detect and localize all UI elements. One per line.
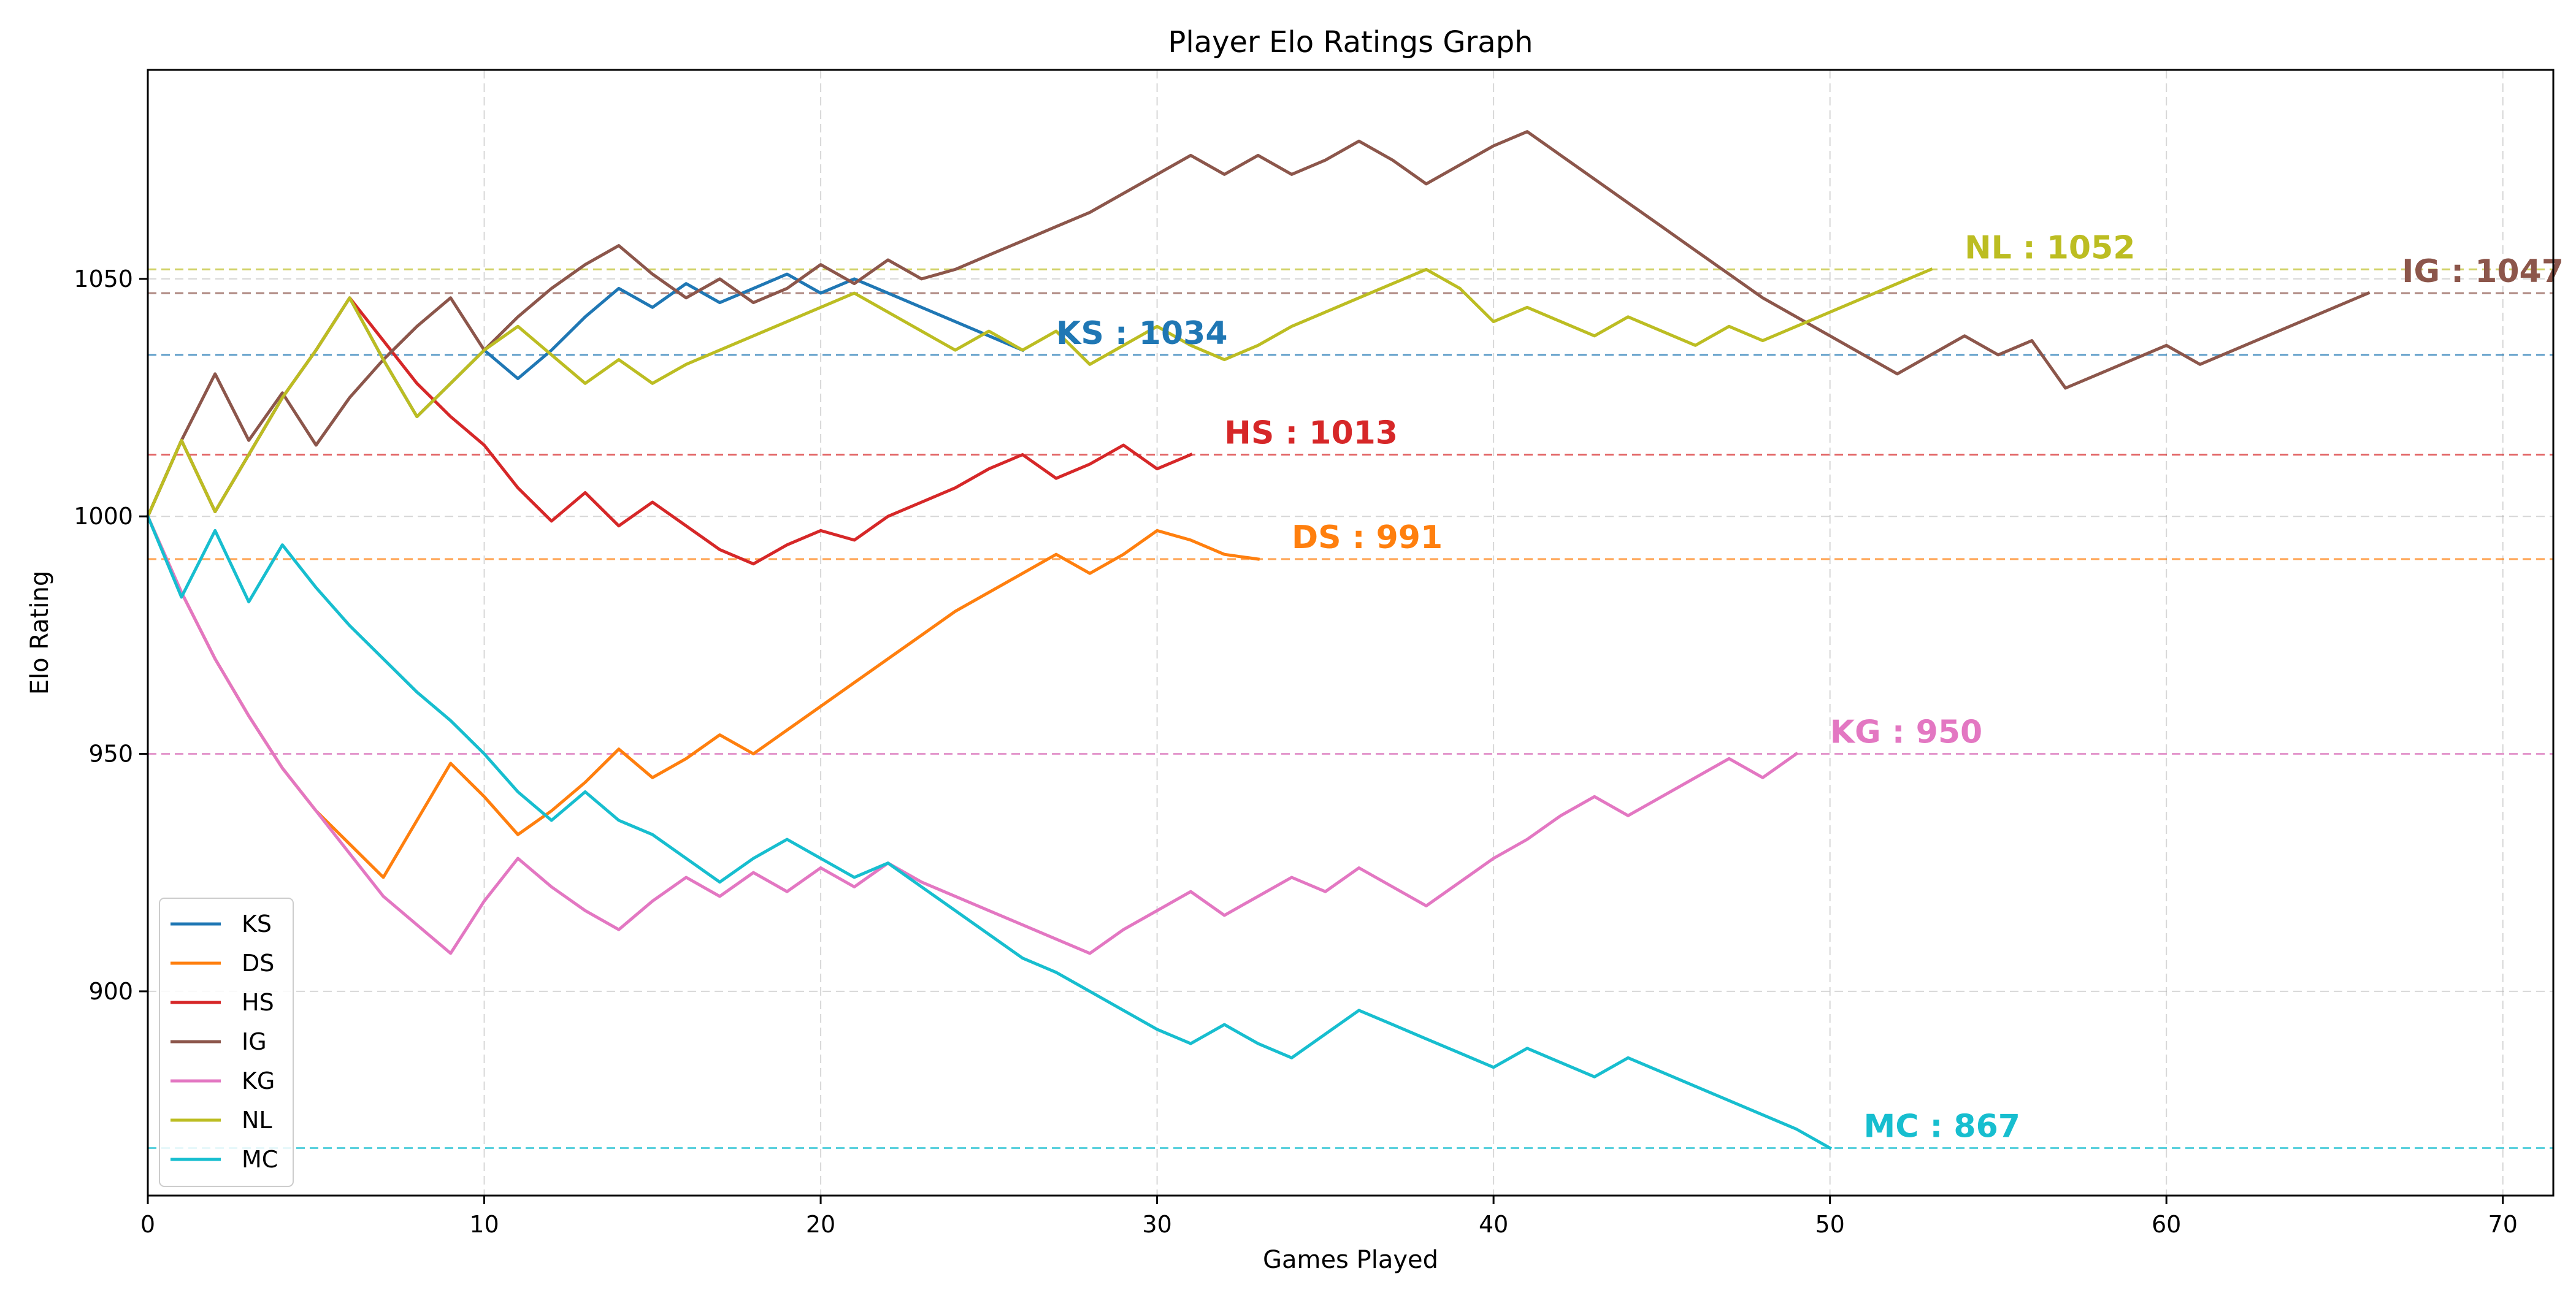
x-axis-label: Games Played xyxy=(1263,1246,1438,1274)
legend-label-kg: KG xyxy=(242,1067,275,1094)
y-tick-label: 1050 xyxy=(74,265,133,292)
legend-label-ds: DS xyxy=(242,950,274,977)
y-axis-label: Elo Rating xyxy=(26,571,54,695)
chart-title: Player Elo Ratings Graph xyxy=(1168,25,1533,59)
legend-box xyxy=(159,898,294,1187)
final-rating-label-ds: DS : 991 xyxy=(1292,519,1443,556)
series-line-kg xyxy=(145,514,1799,955)
legend-label-mc: MC xyxy=(242,1146,278,1173)
reference-lines-layer xyxy=(148,268,2553,1150)
end-labels-layer: KS : 1034 DS : 991 HS : 1013 IG : 1047 KG : … xyxy=(1056,229,2564,1145)
y-tick-label: 900 xyxy=(88,978,133,1005)
plot-frame xyxy=(147,69,2555,1197)
series-line-ds xyxy=(145,514,1260,879)
x-tick-label: 0 xyxy=(140,1211,155,1238)
series-layer xyxy=(145,130,2371,1150)
y-tick-label: 950 xyxy=(88,741,133,768)
x-tick-label: 30 xyxy=(1142,1211,1171,1238)
x-tick-label: 20 xyxy=(806,1211,835,1238)
final-rating-label-ig: IG : 1047 xyxy=(2402,253,2564,290)
final-rating-label-mc: MC : 867 xyxy=(1864,1109,2020,1145)
series-line-mc xyxy=(145,514,1833,1150)
series-line-ig xyxy=(145,130,2371,519)
x-tick-label: 70 xyxy=(2488,1211,2518,1238)
final-rating-label-ks: KS : 1034 xyxy=(1056,315,1227,352)
legend-label-hs: HS xyxy=(242,989,274,1016)
final-rating-label-nl: NL : 1052 xyxy=(1965,229,2135,266)
y-tick-label: 1000 xyxy=(74,503,133,530)
ticks-layer: 0 10 20 30 40 50 60 70 900 950 1000 1050 xyxy=(74,265,2518,1238)
final-rating-label-kg: KG : 950 xyxy=(1830,714,1983,751)
legend-label-nl: NL xyxy=(242,1107,272,1134)
final-rating-label-hs: HS : 1013 xyxy=(1224,414,1398,451)
legend-label-ks: KS xyxy=(242,910,272,937)
x-tick-label: 40 xyxy=(1479,1211,1508,1238)
legend: KS DS HS IG KG NL MC xyxy=(159,898,294,1187)
series-line-nl xyxy=(145,267,1933,519)
x-tick-label: 10 xyxy=(469,1211,499,1238)
x-tick-label: 60 xyxy=(2152,1211,2181,1238)
x-tick-label: 50 xyxy=(1815,1211,1844,1238)
legend-label-ig: IG xyxy=(242,1028,267,1055)
